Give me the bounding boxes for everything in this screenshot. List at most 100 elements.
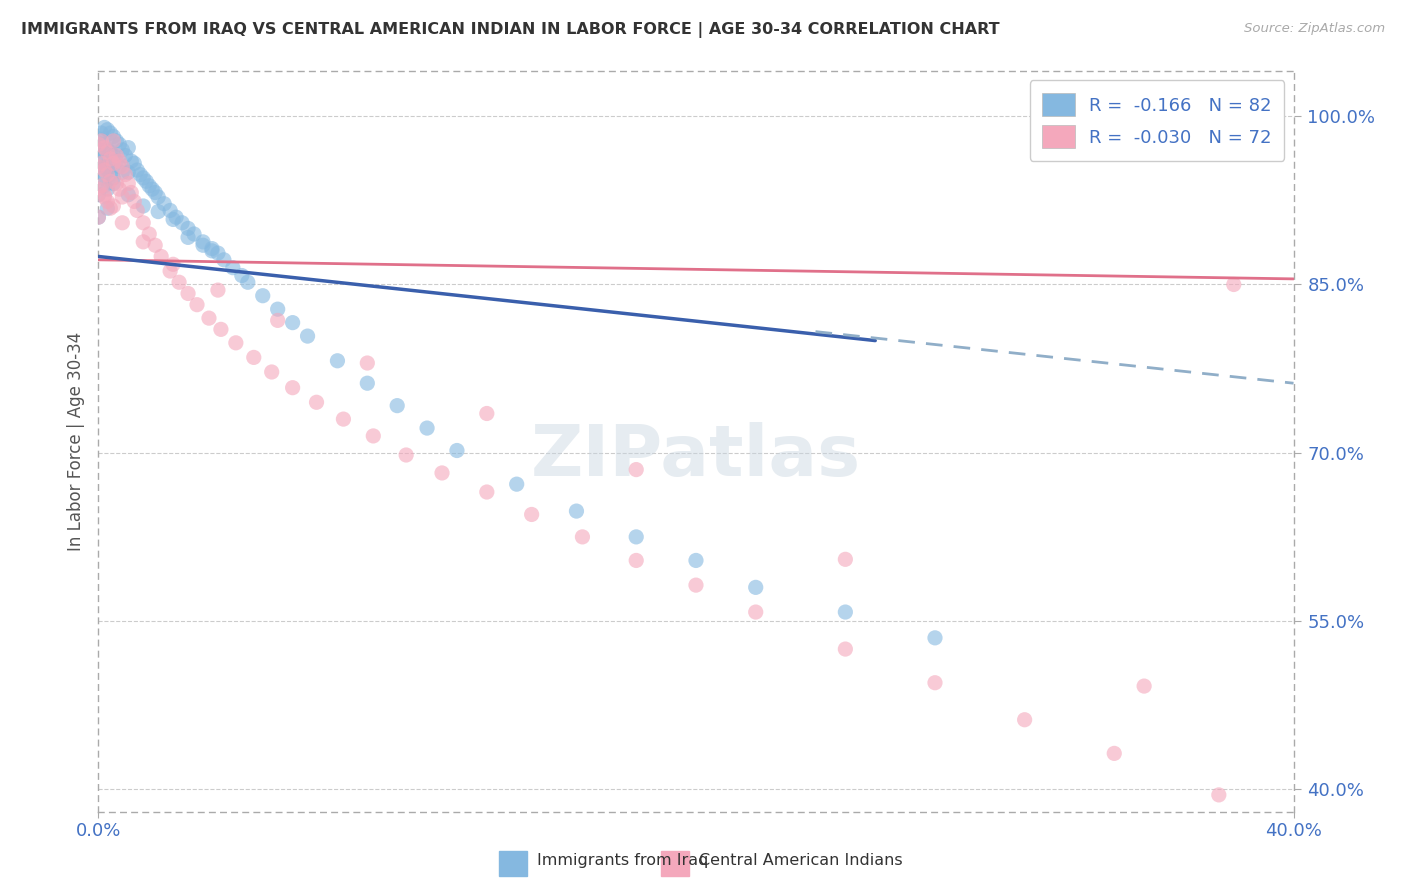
Point — [356, 376, 378, 391]
Point — [108, 154, 131, 169]
Point — [1223, 277, 1246, 292]
Point — [103, 177, 125, 191]
Point — [626, 553, 648, 567]
Point — [148, 204, 170, 219]
Text: ZIPatlas: ZIPatlas — [531, 422, 860, 491]
Point — [520, 508, 543, 522]
Point — [105, 148, 128, 162]
Point — [236, 275, 259, 289]
Point — [111, 143, 134, 157]
Point — [297, 329, 319, 343]
Point — [159, 264, 181, 278]
Point — [198, 311, 221, 326]
Text: Immigrants from Iraq: Immigrants from Iraq — [537, 854, 709, 869]
Point — [90, 126, 112, 140]
Point — [201, 242, 224, 256]
Point — [103, 148, 125, 162]
Point — [685, 553, 707, 567]
Point — [834, 605, 856, 619]
Point — [165, 210, 187, 224]
Point — [143, 238, 166, 252]
Point — [745, 580, 768, 594]
Legend: R =  -0.166   N = 82, R =  -0.030   N = 72: R = -0.166 N = 82, R = -0.030 N = 72 — [1029, 80, 1285, 161]
Point — [281, 316, 304, 330]
Point — [117, 177, 139, 191]
Point — [132, 199, 155, 213]
Point — [1133, 679, 1156, 693]
Point — [207, 283, 229, 297]
Point — [98, 168, 122, 182]
Point — [132, 235, 155, 249]
Point — [186, 298, 208, 312]
Point — [105, 134, 128, 148]
Point — [1014, 713, 1036, 727]
Point — [834, 552, 856, 566]
Point — [87, 182, 110, 196]
Point — [117, 187, 139, 202]
Point — [105, 177, 128, 191]
Point — [332, 412, 354, 426]
Point — [924, 631, 946, 645]
Point — [363, 429, 385, 443]
Point — [87, 187, 110, 202]
Point — [571, 530, 593, 544]
Point — [430, 466, 453, 480]
Point — [105, 154, 128, 169]
Point — [111, 190, 134, 204]
Point — [96, 145, 118, 160]
Point — [87, 210, 110, 224]
Point — [150, 250, 173, 264]
Point — [685, 578, 707, 592]
Point — [626, 462, 648, 476]
Point — [96, 163, 118, 178]
Point — [506, 477, 529, 491]
Text: IMMIGRANTS FROM IRAQ VS CENTRAL AMERICAN INDIAN IN LABOR FORCE | AGE 30-34 CORRE: IMMIGRANTS FROM IRAQ VS CENTRAL AMERICAN… — [21, 22, 1000, 38]
Point — [90, 134, 112, 148]
Point — [162, 257, 184, 271]
Point — [201, 244, 224, 258]
Point — [143, 186, 166, 200]
Point — [446, 443, 468, 458]
Point — [385, 399, 409, 413]
Point — [111, 165, 134, 179]
Point — [177, 230, 200, 244]
Point — [231, 268, 253, 283]
Point — [162, 212, 184, 227]
Point — [252, 289, 274, 303]
Point — [1208, 788, 1230, 802]
Point — [108, 182, 131, 196]
Point — [98, 152, 122, 166]
Point — [103, 170, 125, 185]
Point — [177, 221, 200, 235]
Point — [90, 178, 112, 193]
Point — [103, 129, 125, 144]
Point — [191, 238, 214, 252]
Point — [96, 182, 118, 196]
Point — [475, 485, 498, 500]
Point — [565, 504, 588, 518]
Point — [114, 148, 136, 162]
Point — [207, 246, 229, 260]
Point — [138, 178, 160, 193]
Point — [305, 395, 328, 409]
Point — [167, 275, 190, 289]
Point — [177, 286, 200, 301]
Point — [93, 120, 115, 135]
Point — [93, 141, 115, 155]
Point — [87, 143, 110, 157]
Point — [117, 165, 139, 179]
Point — [87, 160, 110, 174]
Point — [90, 156, 112, 170]
Point — [135, 174, 157, 188]
Point — [416, 421, 439, 435]
Point — [90, 154, 112, 169]
Point — [96, 168, 118, 182]
Point — [153, 196, 176, 211]
Point — [103, 134, 125, 148]
Point — [87, 210, 110, 224]
Point — [87, 131, 110, 145]
Point — [138, 227, 160, 241]
Point — [1104, 747, 1126, 761]
Point — [98, 201, 122, 215]
Point — [129, 168, 152, 182]
